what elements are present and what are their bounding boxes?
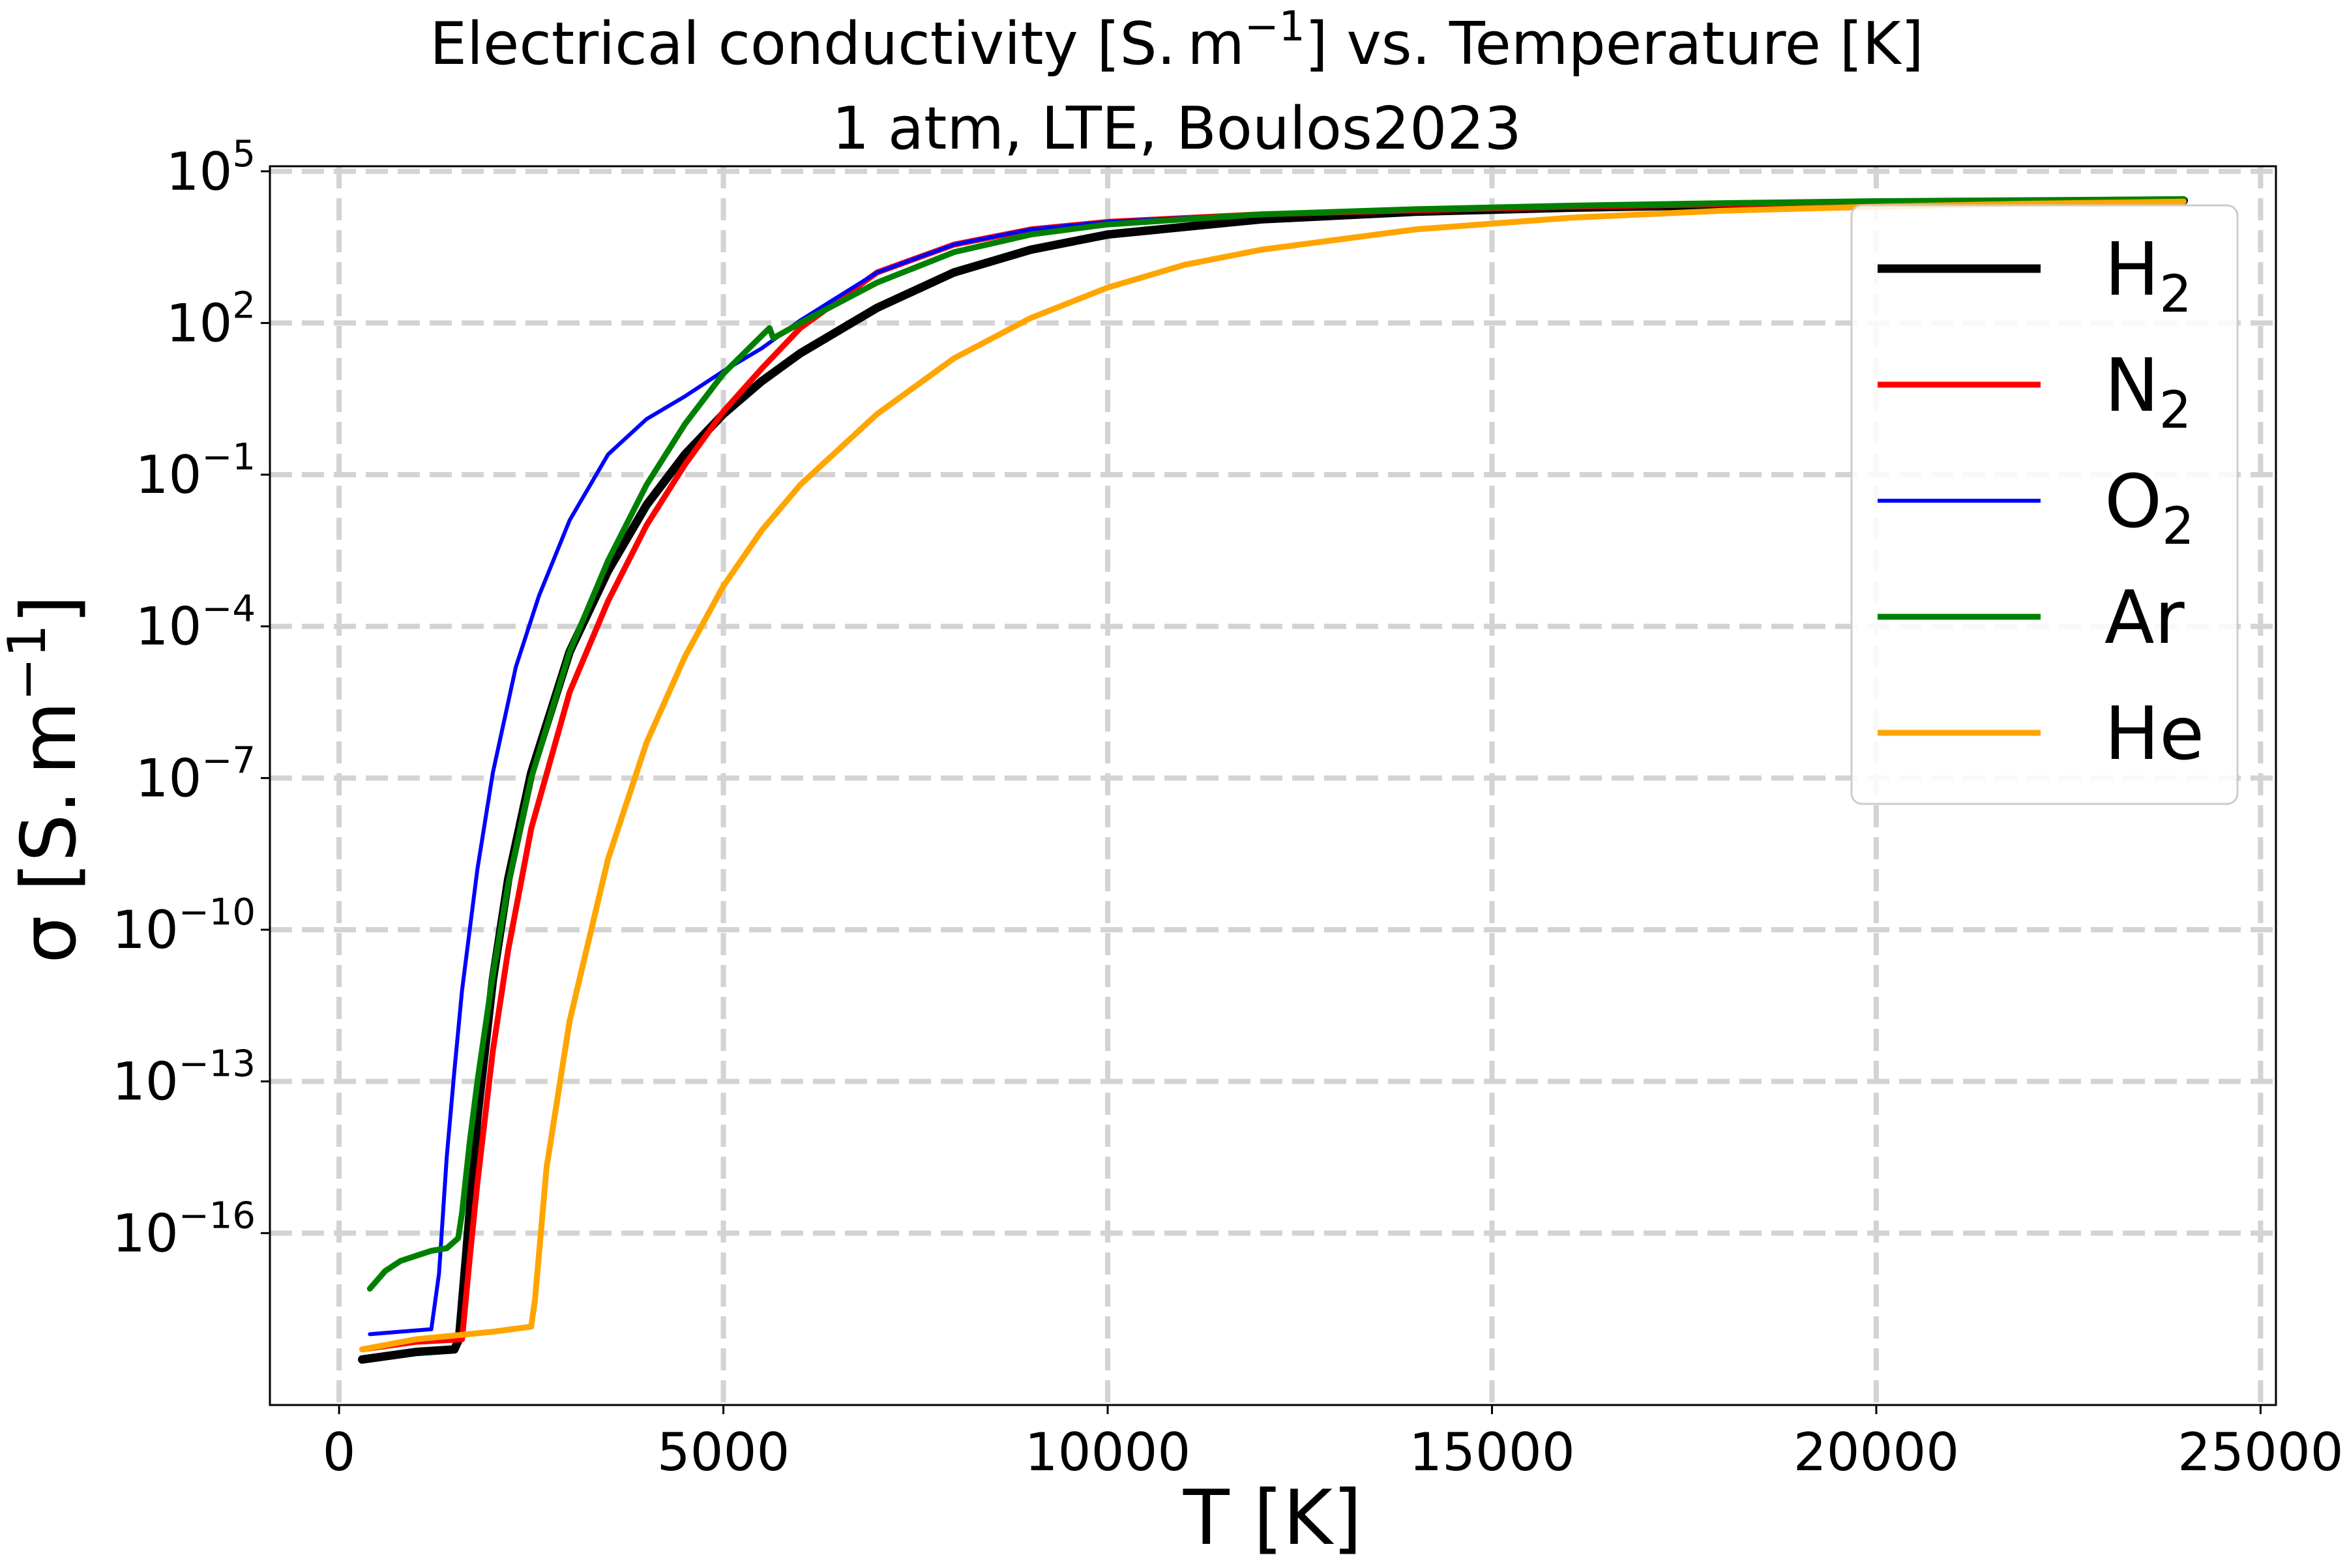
y-tick-label: 105 <box>166 133 256 202</box>
series-line-3 <box>366 196 2187 1292</box>
legend-box <box>1850 204 2239 805</box>
x-tick-label: 0 <box>323 1422 356 1483</box>
series-line-4 <box>359 198 2187 1353</box>
legend-label-0: H2 <box>2104 228 2192 324</box>
y-tick-label: 10−16 <box>112 1194 256 1264</box>
y-tick-label: 102 <box>166 284 256 353</box>
x-tick-label: 10000 <box>1025 1422 1191 1483</box>
chart-title-line2: 1 atm, LTE, Boulos2023 <box>832 95 1522 163</box>
ticks-layer: 0 5000 10000 15000 20000 25000 105 102 10−1 10−4 1… <box>112 133 2344 1483</box>
y-tick-label: 10−7 <box>136 739 256 808</box>
x-tick-label: 25000 <box>2177 1422 2344 1483</box>
y-axis-label: σ [S. m−1] <box>0 595 93 964</box>
plot-area-frame <box>269 165 2277 1406</box>
legend: H2 N2 O2 Ar He <box>1850 204 2239 805</box>
y-tick-label: 10−1 <box>136 436 256 505</box>
x-tick-label: 5000 <box>657 1422 790 1483</box>
legend-label-4: He <box>2104 692 2204 777</box>
y-tick-label: 10−4 <box>136 588 256 657</box>
chart-title-line1: Electrical conductivity [S. m−1] vs. Tem… <box>430 3 1924 78</box>
x-tick-label: 20000 <box>1793 1422 1960 1483</box>
legend-label-1: N2 <box>2104 344 2191 440</box>
legend-label-3: Ar <box>2104 576 2185 660</box>
series-layer <box>358 196 2188 1364</box>
x-tick-label: 15000 <box>1409 1422 1575 1483</box>
y-tick-label: 10−10 <box>112 891 256 960</box>
y-tick-label: 10−13 <box>112 1043 256 1112</box>
legend-label-2: O2 <box>2104 460 2194 556</box>
x-axis-label: T [K] <box>1183 1474 1362 1562</box>
